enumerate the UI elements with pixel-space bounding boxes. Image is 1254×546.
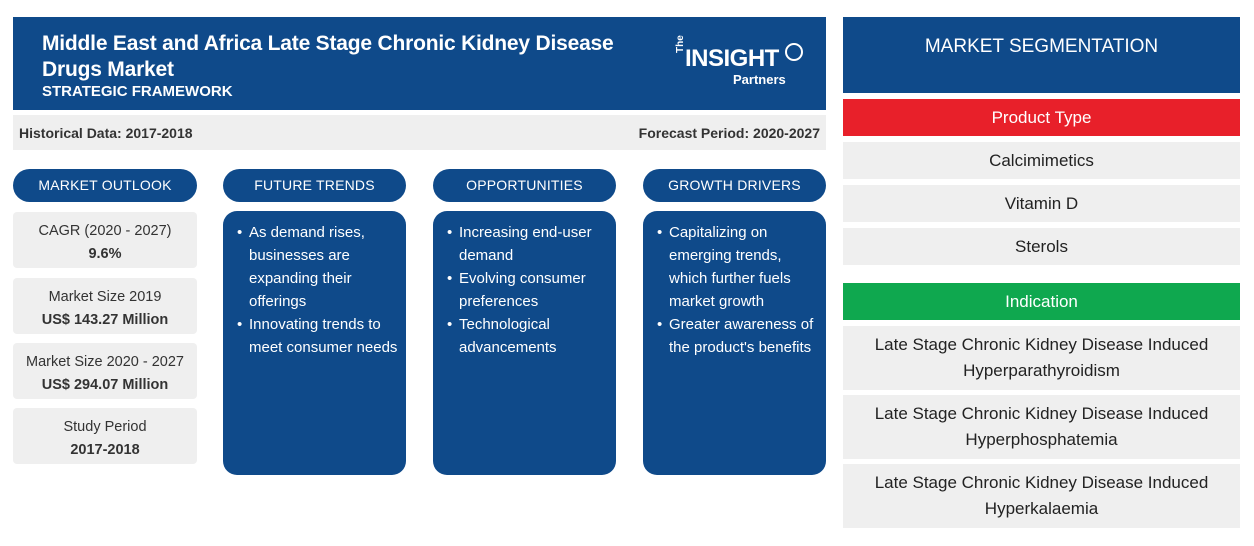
- segment-item: Vitamin D: [843, 185, 1240, 222]
- insight-partners-logo: The INSIGHT Partners: [671, 35, 811, 93]
- list-item: Increasing end-user demand: [447, 221, 610, 267]
- report-title: Middle East and Africa Late Stage Chroni…: [42, 32, 614, 81]
- opportunities-pill: OPPORTUNITIES: [433, 169, 616, 202]
- stat-value: 9.6%: [88, 246, 122, 262]
- opportunities-card: Increasing end-user demand Evolving cons…: [433, 211, 616, 475]
- product-type-header: Product Type: [843, 99, 1240, 136]
- growth-drivers-pill: GROWTH DRIVERS: [643, 169, 826, 202]
- segment-item: Late Stage Chronic Kidney Disease Induce…: [843, 395, 1240, 459]
- future-trends-pill: FUTURE TRENDS: [223, 169, 406, 202]
- outlook-study-period: Study Period 2017-2018: [13, 408, 197, 464]
- segment-item: Late Stage Chronic Kidney Disease Induce…: [843, 326, 1240, 390]
- list-item: Evolving consumer preferences: [447, 267, 610, 313]
- outlook-cagr: CAGR (2020 - 2027) 9.6%: [13, 212, 197, 268]
- stat-label: Study Period: [63, 419, 147, 435]
- logo-partners: Partners: [733, 72, 786, 87]
- historical-data: Historical Data: 2017-2018: [19, 125, 193, 141]
- future-trends-card: As demand rises, businesses are expandin…: [223, 211, 406, 475]
- list-item: Capitalizing on emerging trends, which f…: [657, 221, 820, 313]
- segment-item: Late Stage Chronic Kidney Disease Induce…: [843, 464, 1240, 528]
- indication-header: Indication: [843, 283, 1240, 320]
- segment-item: Calcimimetics: [843, 142, 1240, 179]
- report-subtitle: STRATEGIC FRAMEWORK: [42, 83, 233, 100]
- list-item: Technological advancements: [447, 313, 610, 359]
- stat-label: Market Size 2019: [48, 289, 162, 305]
- report-header: Middle East and Africa Late Stage Chroni…: [13, 17, 826, 110]
- stat-label: Market Size 2020 - 2027: [26, 354, 184, 370]
- segmentation-title: MARKET SEGMENTATION: [843, 17, 1240, 93]
- stat-value: 2017-2018: [70, 442, 140, 458]
- list-item: As demand rises, businesses are expandin…: [237, 221, 400, 313]
- stat-value: US$ 143.27 Million: [41, 312, 169, 328]
- period-bar: Historical Data: 2017-2018 Forecast Peri…: [13, 115, 826, 150]
- forecast-period: Forecast Period: 2020-2027: [638, 125, 820, 141]
- list-item: Greater awareness of the product's benef…: [657, 313, 820, 359]
- outlook-market-size-2019: Market Size 2019 US$ 143.27 Million: [13, 278, 197, 334]
- segment-item: Sterols: [843, 228, 1240, 265]
- list-item: Innovating trends to meet consumer needs: [237, 313, 400, 359]
- logo-insight: INSIGHT: [685, 45, 779, 72]
- logo-mark-icon: [785, 43, 803, 61]
- market-outlook-pill: MARKET OUTLOOK: [13, 169, 197, 202]
- outlook-market-size-forecast: Market Size 2020 - 2027 US$ 294.07 Milli…: [13, 343, 197, 399]
- stat-value: US$ 294.07 Million: [41, 377, 169, 393]
- growth-drivers-card: Capitalizing on emerging trends, which f…: [643, 211, 826, 475]
- stat-label: CAGR (2020 - 2027): [38, 223, 172, 239]
